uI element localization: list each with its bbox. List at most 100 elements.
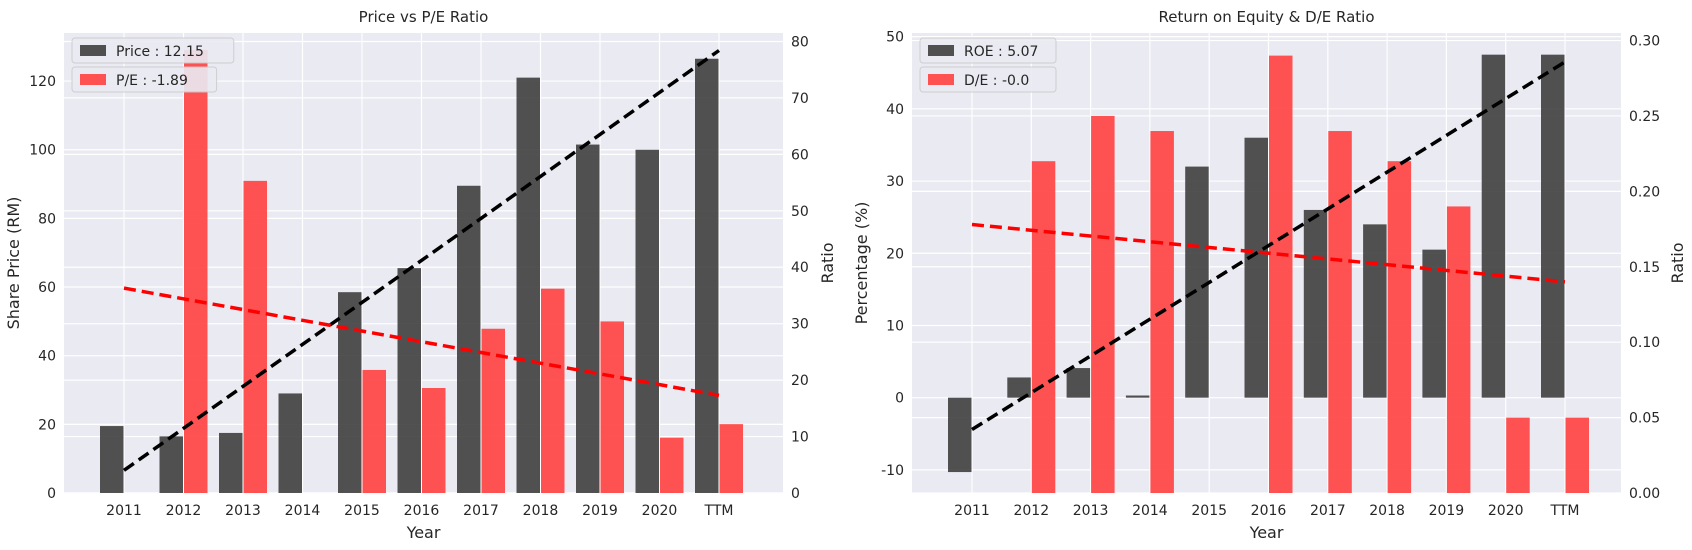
bar-secondary-2015 <box>362 369 386 493</box>
x-tick-label: 2013 <box>225 503 261 519</box>
y2-tick-label: 80 <box>791 34 809 50</box>
bar-primary-2014 <box>1125 395 1150 398</box>
bar-primary-ttm <box>1541 54 1565 398</box>
y-tick-label: -10 <box>881 463 904 479</box>
bar-secondary-2012 <box>1031 161 1056 493</box>
bar-secondary-2020 <box>660 437 684 493</box>
y-tick-label: 0 <box>47 486 56 502</box>
legend-swatch <box>928 45 954 56</box>
y2-tick-label: 0.20 <box>1629 184 1660 200</box>
bar-primary-2019 <box>1422 249 1446 398</box>
chart-title: Return on Equity & D/E Ratio <box>1158 8 1374 26</box>
y-tick-label: 50 <box>886 30 904 46</box>
y2-tick-label: 10 <box>791 430 809 446</box>
trendline-secondary <box>971 222 1566 284</box>
bar-primary-2015 <box>1185 166 1209 398</box>
bar-primary-2012 <box>159 436 183 493</box>
legend-label: ROE : 5.07 <box>964 44 1038 60</box>
bar-secondary-2018 <box>541 288 565 493</box>
y-axis-label: Share Price (RM) <box>4 197 23 330</box>
legend-box <box>919 37 1057 64</box>
x-tick-label: 2017 <box>1310 503 1346 519</box>
x-tick-label: TTM <box>704 503 734 519</box>
bar-primary-2018 <box>516 77 540 494</box>
y2-tick-label: 0.10 <box>1629 335 1660 351</box>
bar-secondary-2019 <box>600 321 624 493</box>
x-tick-label: 2014 <box>285 503 321 519</box>
y2-tick-label: 40 <box>791 260 809 276</box>
bar-secondary-ttm <box>719 424 743 493</box>
y2-axis-label: Ratio <box>1668 242 1687 283</box>
bar-secondary-2012 <box>184 49 208 493</box>
bar-primary-2020 <box>1481 54 1506 398</box>
y2-tick-label: 0.15 <box>1629 260 1660 276</box>
x-tick-label: 2019 <box>1429 503 1465 519</box>
x-tick-label: 2016 <box>404 503 440 519</box>
x-tick-label: 2017 <box>463 503 499 519</box>
y2-tick-label: 60 <box>791 147 809 163</box>
y-tick-label: 20 <box>886 246 904 262</box>
bar-secondary-2020 <box>1506 417 1530 493</box>
chart-title: Price vs P/E Ratio <box>359 8 489 26</box>
y-tick-label: 60 <box>38 280 56 296</box>
legend-swatch <box>928 74 954 85</box>
legend-label: P/E : -1.89 <box>116 73 188 89</box>
bar-secondary-2017 <box>481 328 505 493</box>
bar-secondary-2017 <box>1328 131 1352 494</box>
y-tick-label: 40 <box>38 349 56 365</box>
bar-primary-2011 <box>948 397 972 473</box>
bar-primary-2019 <box>576 144 600 493</box>
x-tick-label: 2018 <box>523 503 559 519</box>
y2-tick-label: 0.00 <box>1629 486 1660 502</box>
x-tick-label: 2012 <box>1013 503 1049 519</box>
bar-primary-2020 <box>635 149 659 493</box>
bar-primary-2017 <box>457 185 481 493</box>
y-tick-label: 80 <box>38 211 56 227</box>
legend-box <box>71 66 218 93</box>
bar-secondary-2016 <box>1269 55 1293 493</box>
y-tick-label: 40 <box>886 102 904 118</box>
x-tick-label: 2015 <box>344 503 380 519</box>
y2-tick-label: 0.05 <box>1629 411 1660 427</box>
y-tick-label: 0 <box>895 391 904 407</box>
x-tick-label: 2016 <box>1251 503 1287 519</box>
x-tick-label: TTM <box>1550 503 1580 519</box>
x-axis-label: Year <box>406 523 441 542</box>
y2-axis-label: Ratio <box>818 242 837 283</box>
bar-primary-2018 <box>1363 224 1387 398</box>
bar-secondary-2013 <box>243 180 267 493</box>
bar-secondary-2013 <box>1091 115 1115 494</box>
legend-label: D/E : -0.0 <box>964 73 1029 89</box>
x-tick-label: 2011 <box>106 503 142 519</box>
x-tick-label: 2014 <box>1132 503 1168 519</box>
y-axis-label: Percentage (%) <box>852 202 871 325</box>
y2-tick-label: 0 <box>791 486 800 502</box>
legend-swatch <box>80 74 106 85</box>
y2-tick-label: 0.25 <box>1629 109 1660 125</box>
y-tick-label: 100 <box>29 143 56 159</box>
bar-primary-2017 <box>1303 209 1328 398</box>
y-tick-label: 30 <box>886 174 904 190</box>
x-tick-label: 2019 <box>582 503 618 519</box>
trendline-primary <box>122 49 721 472</box>
y2-tick-label: 70 <box>791 91 809 107</box>
chart-2: 2011 2012 2013 2014 2015 2016 2017 2018 2019 2020… <box>852 8 1687 542</box>
bar-primary-2012 <box>1007 377 1031 398</box>
trendline-secondary <box>123 286 720 398</box>
y2-tick-label: 0.30 <box>1629 34 1660 50</box>
x-axis-label: Year <box>1249 523 1284 542</box>
y2-tick-label: 50 <box>791 204 809 220</box>
x-tick-label: 2013 <box>1073 503 1109 519</box>
y-tick-label: 120 <box>29 74 56 90</box>
x-tick-label: 2020 <box>1488 503 1524 519</box>
y-tick-label: 10 <box>886 318 904 334</box>
bar-primary-ttm <box>695 58 719 493</box>
bar-secondary-2018 <box>1387 161 1412 493</box>
x-tick-label: 2018 <box>1369 503 1405 519</box>
y-tick-label: 20 <box>38 417 56 433</box>
bar-secondary-2016 <box>422 388 446 493</box>
y2-tick-label: 20 <box>791 373 809 389</box>
y2-tick-label: 30 <box>791 317 809 333</box>
legend-swatch <box>80 45 106 56</box>
